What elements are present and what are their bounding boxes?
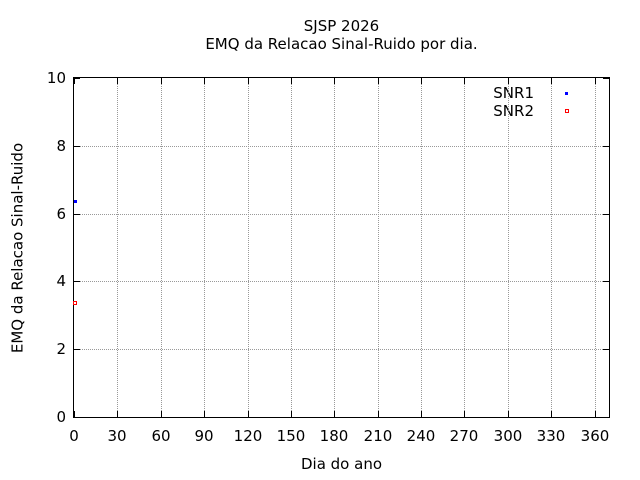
legend-marker-snr1-icon [565,91,568,95]
y-tick-mark [603,146,609,147]
x-gridline [508,78,509,417]
x-tick-mark [378,78,379,84]
x-tick-mark [248,78,249,84]
chart-subtitle: EMQ da Relacao Sinal-Ruido por dia. [205,35,478,53]
x-gridline [551,78,552,417]
x-tick-mark [421,411,422,417]
y-tick-mark [74,281,80,282]
y-tick-label: 8 [56,137,66,155]
x-tick-mark [421,78,422,84]
x-tick-label: 300 [493,427,523,445]
y-gridline [74,214,609,215]
x-tick-mark [508,78,509,84]
x-tick-label: 330 [536,427,566,445]
y-tick-mark [74,214,80,215]
y-axis-title: EMQ da Relacao Sinal-Ruido [8,142,27,354]
x-tick-mark [161,78,162,84]
y-tick-mark [603,281,609,282]
y-tick-label: 4 [56,272,66,290]
x-tick-mark [161,411,162,417]
y-tick-label: 6 [56,205,66,223]
x-gridline [291,78,292,417]
x-tick-mark [204,411,205,417]
legend-label-snr2: SNR2 [493,102,534,120]
x-axis-title: Dia do ano [300,455,383,473]
x-tick-mark [551,78,552,84]
legend-entry-snr2: SNR2 [424,102,569,120]
x-tick-mark [117,411,118,417]
x-tick-label: 60 [151,427,171,445]
data-point-snr2 [73,301,78,306]
x-tick-mark [464,78,465,84]
y-tick-mark [74,349,80,350]
y-tick-mark [603,417,609,418]
y-tick-label: 2 [56,340,66,358]
data-point-snr1 [73,200,77,204]
x-gridline [378,78,379,417]
y-gridline [74,349,609,350]
x-gridline [421,78,422,417]
x-tick-mark [334,411,335,417]
plot-area: SNR1 SNR2 0 30 60 90 120 150 180 210 240 270 300 33… [47,69,610,445]
x-tick-mark [551,411,552,417]
x-gridline [334,78,335,417]
x-tick-mark [291,78,292,84]
x-tick-mark [248,411,249,417]
x-gridline [248,78,249,417]
y-tick-mark [603,78,609,79]
x-tick-label: 360 [580,427,610,445]
y-gridline [74,281,609,282]
x-tick-label: 150 [276,427,306,445]
x-tick-label: 120 [233,427,263,445]
y-tick-mark [603,214,609,215]
x-gridline [464,78,465,417]
y-tick-mark [74,146,80,147]
legend-label-snr1: SNR1 [493,84,534,102]
y-tick-mark [74,417,80,418]
chart-title: SJSP 2026 [303,17,380,35]
x-tick-label: 240 [406,427,436,445]
legend-marker-snr2-icon [565,109,569,113]
x-tick-mark [508,411,509,417]
x-gridline [204,78,205,417]
x-tick-label: 180 [319,427,349,445]
x-tick-mark [74,411,75,417]
x-tick-label: 210 [363,427,393,445]
x-tick-mark [595,78,596,84]
y-tick-mark [74,78,80,79]
y-gridline [74,146,609,147]
x-tick-mark [204,78,205,84]
y-tick-label: 10 [46,69,66,87]
chart-titles: SJSP 2026 EMQ da Relacao Sinal-Ruido por… [73,17,610,53]
x-gridline [117,78,118,417]
x-gridline [595,78,596,417]
x-tick-mark [74,78,75,84]
x-tick-mark [464,411,465,417]
x-tick-mark [291,411,292,417]
x-gridline [161,78,162,417]
x-tick-label: 0 [69,427,79,445]
y-tick-mark [603,349,609,350]
x-tick-label: 30 [107,427,127,445]
x-tick-label: 270 [449,427,479,445]
x-tick-mark [378,411,379,417]
x-tick-mark [595,411,596,417]
y-tick-label: 0 [56,408,66,426]
x-tick-label: 90 [194,427,214,445]
x-tick-mark [117,78,118,84]
legend-entry-snr1: SNR1 [424,84,569,102]
legend: SNR1 SNR2 [424,84,569,120]
x-tick-mark [334,78,335,84]
